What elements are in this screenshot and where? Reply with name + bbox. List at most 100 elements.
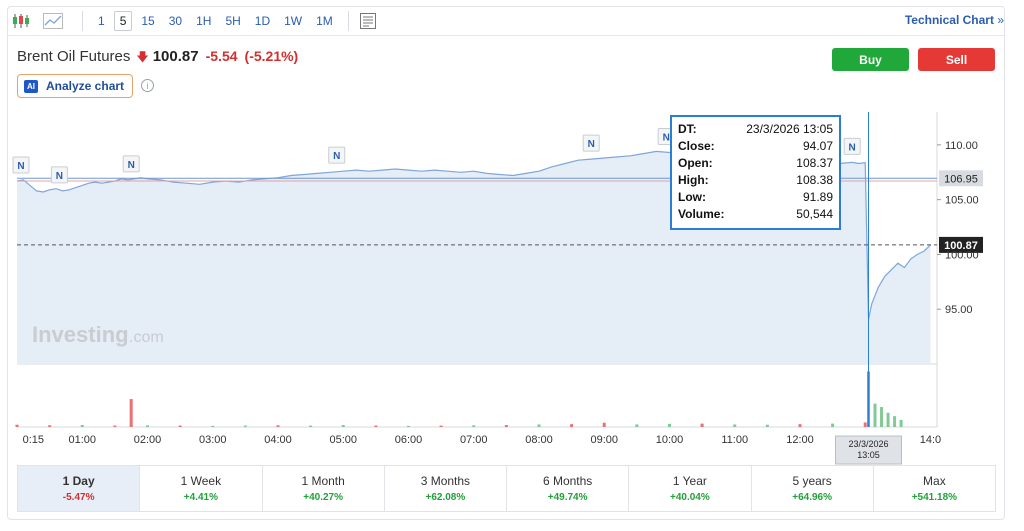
period-1-day[interactable]: 1 Day -5.47% (18, 466, 141, 511)
tooltip-value: 91.89 (802, 190, 833, 204)
volume-bar (886, 412, 890, 427)
interval-1[interactable]: 1 (98, 14, 105, 28)
x-tick-label: 04:00 (264, 434, 292, 446)
indicator-panel-icon[interactable] (357, 10, 379, 32)
x-tick-label: 06:00 (395, 434, 423, 446)
news-marker: N (328, 146, 346, 164)
area-chart-icon[interactable] (40, 10, 66, 32)
news-icon: N (56, 171, 63, 182)
interval-15[interactable]: 15 (141, 14, 155, 28)
period-5-years[interactable]: 5 years +64.96% (752, 466, 874, 511)
price-label: 100.87 (944, 240, 978, 252)
news-marker: N (12, 156, 30, 174)
buy-button[interactable]: Buy (832, 48, 909, 71)
tooltip-value: 108.37 (796, 156, 833, 170)
volume-bar (602, 422, 606, 427)
ai-icon: AI (24, 79, 38, 93)
news-marker: N (50, 166, 68, 184)
period-label: 3 Months (420, 474, 471, 488)
interval-5[interactable]: 5 (113, 11, 133, 31)
crosshair-date-box (834, 435, 902, 465)
news-marker-box (328, 146, 346, 164)
period-change: +64.96% (792, 492, 832, 503)
x-tick-label: 07:00 (460, 434, 488, 446)
period-1-week[interactable]: 1 Week +4.41% (140, 466, 263, 511)
last-price: 100.87 (152, 48, 199, 65)
volume-bar (873, 403, 877, 427)
volume-bar (667, 423, 671, 427)
news-icon: N (849, 142, 856, 153)
news-marker: N (582, 134, 600, 152)
period-label: 1 Day (62, 474, 95, 488)
x-tick-label: 05:00 (329, 434, 357, 446)
news-icon: N (333, 151, 340, 162)
tooltip-row: DT: 23/3/2026 13:05 (678, 121, 833, 138)
toolbar-separator (82, 11, 83, 31)
volume-bar (113, 425, 117, 427)
news-marker-box (843, 137, 861, 155)
volume-bar (439, 425, 443, 427)
news-marker: N (843, 137, 861, 155)
volume-bar (15, 424, 19, 427)
period-label: 5 years (792, 474, 832, 488)
technical-chart-link[interactable]: Technical Chart » (905, 13, 1004, 27)
tooltip-key: Low: (678, 190, 706, 204)
volume-bar (570, 424, 574, 427)
volume-bar (765, 424, 769, 427)
news-marker: N (122, 155, 140, 173)
analyze-chart-button[interactable]: AI Analyze chart (17, 74, 134, 98)
volume-bar (798, 424, 802, 427)
volume-bar (48, 425, 52, 427)
chart-widget (7, 6, 1005, 520)
candlestick-icon[interactable] (10, 10, 32, 32)
info-icon[interactable]: i (141, 79, 154, 92)
period-max[interactable]: Max +541.18% (874, 466, 995, 511)
period-label: 1 Year (672, 474, 707, 488)
watermark-suffix: .com (129, 329, 164, 346)
price-chart[interactable]: 106.95 100.87 95.00 100.00 105.00 110.00 0:1… (0, 0, 1024, 465)
interval-1h[interactable]: 1H (196, 14, 212, 28)
interval-5h[interactable]: 5H (225, 14, 241, 28)
period-3-months[interactable]: 3 Months +62.08% (385, 466, 507, 511)
tooltip-key: High: (678, 173, 709, 187)
period-change: +40.27% (303, 492, 343, 503)
interval-1m[interactable]: 1M (316, 14, 333, 28)
period-change: +4.41% (183, 492, 218, 503)
volume-bar (893, 416, 897, 427)
volume-bar (733, 424, 737, 427)
news-marker-box (50, 166, 68, 184)
volume-bar (635, 424, 639, 427)
tooltip-key: DT: (678, 122, 697, 136)
watermark-brand: Investing (32, 322, 129, 347)
y-tick-label: 100.00 (945, 249, 979, 261)
price-label-box (939, 236, 983, 253)
period-6-months[interactable]: 6 Months +49.74% (507, 466, 630, 511)
period-1-year[interactable]: 1 Year +40.04% (629, 466, 752, 511)
volume-bar (276, 425, 280, 427)
x-tick-label: 0:15 (23, 434, 44, 446)
x-tick-label: 10:00 (656, 434, 684, 446)
data-tooltip: DT: 23/3/2026 13:05 Close: 94.07 Open: 108.37… (670, 115, 841, 230)
period-1-month[interactable]: 1 Month +40.27% (263, 466, 385, 511)
x-tick-label: 01:00 (68, 434, 96, 446)
news-icon: N (588, 139, 595, 150)
technical-chart-label: Technical Chart (904, 13, 994, 27)
toolbar-separator (347, 11, 349, 31)
interval-30[interactable]: 30 (168, 14, 183, 28)
tooltip-row: High: 108.38 (678, 172, 833, 189)
period-label: 1 Week (180, 474, 222, 488)
period-label: 6 Months (542, 474, 593, 488)
x-tick-label: 11:00 (721, 434, 748, 446)
volume-bar (129, 399, 133, 427)
tooltip-row: Close: 94.07 (678, 138, 833, 155)
interval-1d[interactable]: 1D (254, 14, 271, 28)
volume-bar (700, 423, 704, 427)
tooltip-row: Open: 108.37 (678, 155, 833, 172)
interval-1w[interactable]: 1W (284, 14, 303, 28)
volume-bar (341, 425, 345, 427)
period-change: +40.04% (669, 492, 710, 503)
tooltip-key: Close: (678, 139, 715, 153)
tooltip-value: 94.07 (802, 139, 833, 153)
sell-button[interactable]: Sell (918, 48, 995, 71)
volume-bar (178, 425, 182, 427)
